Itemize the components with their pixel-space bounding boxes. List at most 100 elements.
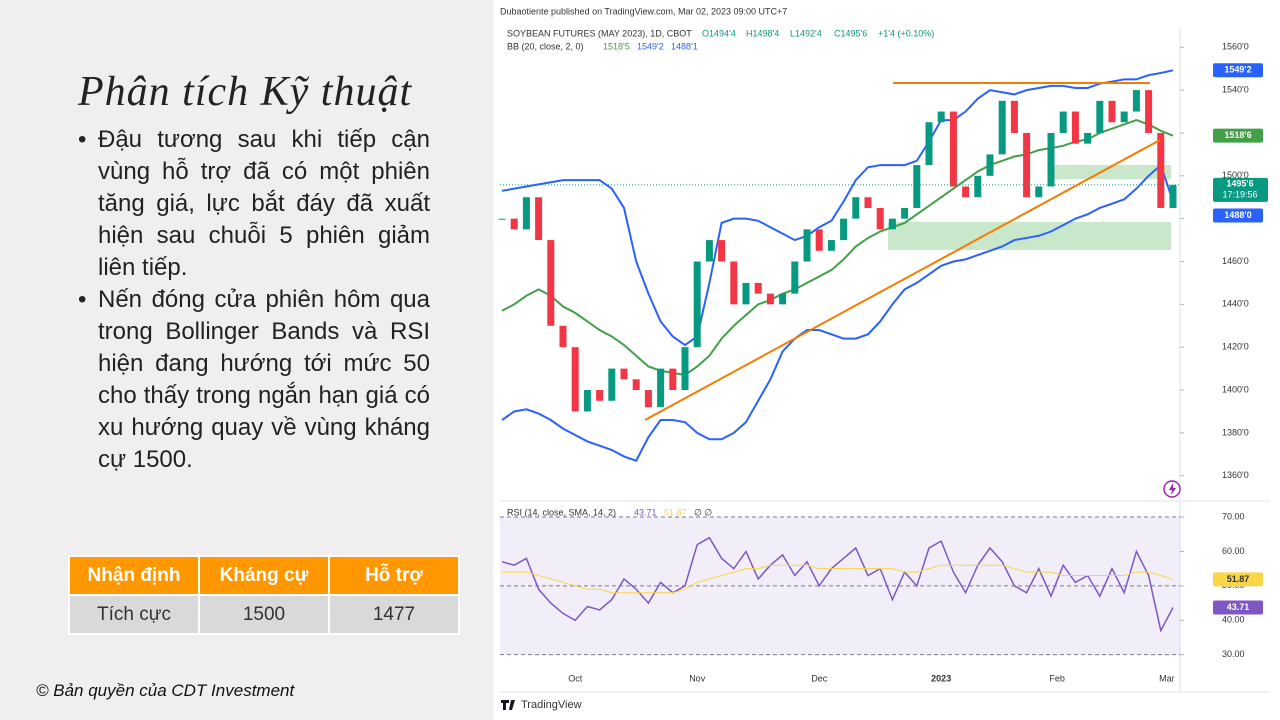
candle <box>669 368 677 391</box>
candle <box>522 197 530 230</box>
candle <box>498 218 506 220</box>
table-header: Hỗ trợ <box>328 555 460 596</box>
y-tick-label: 1460'0 <box>1222 256 1249 266</box>
price-tag-label: 51.87 <box>1227 574 1250 584</box>
bullet-list: Đậu tương sau khi tiếp cận vùng hỗ trợ đ… <box>78 124 430 476</box>
indicator-value: 1549'2 <box>637 41 664 51</box>
candle <box>718 240 726 262</box>
x-tick-label: 2023 <box>931 673 951 683</box>
bullet: Đậu tương sau khi tiếp cận vùng hỗ trợ đ… <box>78 124 430 284</box>
candle <box>766 293 774 305</box>
table-cell: 1500 <box>198 594 330 635</box>
indicator-value: 1488'1 <box>671 41 698 51</box>
candle <box>1132 90 1140 112</box>
y-tick-label: 1400'0 <box>1222 384 1249 394</box>
candle <box>547 240 555 326</box>
candle <box>559 325 567 348</box>
table-cell: 1477 <box>328 594 460 635</box>
y-tick-label: 1560'0 <box>1222 42 1249 52</box>
copyright: © Bản quyền của CDT Investment <box>36 681 295 700</box>
candle <box>1047 132 1055 187</box>
slide-title: Phân tích Kỹ thuật <box>78 69 413 115</box>
y-tick-label: 1360'0 <box>1222 470 1249 480</box>
candle <box>852 197 860 219</box>
legend-value: ∅ ∅ <box>694 507 712 517</box>
candle <box>974 175 982 198</box>
y-tick-label: 60.00 <box>1222 546 1245 556</box>
candle <box>937 111 945 123</box>
x-tick-label: Oct <box>568 673 583 683</box>
table-header: Nhận định <box>68 555 200 596</box>
candle <box>998 100 1006 155</box>
price-tag-label: 1549'2 <box>1224 65 1251 75</box>
candle <box>644 390 652 408</box>
candle <box>681 347 689 391</box>
candle <box>1059 111 1067 133</box>
candle <box>913 165 921 208</box>
candle <box>1010 100 1018 133</box>
plot: 1560'01540'01520'01500'01480'01460'01440… <box>498 28 1268 683</box>
candle <box>949 111 957 187</box>
table-header: Kháng cự <box>198 555 330 596</box>
brand-logo <box>501 700 515 710</box>
candle <box>620 368 628 380</box>
ohlc-value: H1498'4 <box>746 28 779 38</box>
candle <box>986 154 994 176</box>
candle <box>1023 132 1031 198</box>
price-tag <box>1213 600 1263 615</box>
x-tick-label: Dec <box>811 673 828 683</box>
chart-legend: SOYBEAN FUTURES (MAY 2023), 1D, CBOT <box>507 28 692 38</box>
y-tick-label: 30.00 <box>1222 649 1245 659</box>
candle <box>779 293 787 305</box>
candle <box>571 347 579 412</box>
candle <box>1120 111 1128 123</box>
candle <box>1035 186 1043 198</box>
price-tag-label: 43.71 <box>1227 602 1250 612</box>
candle <box>535 197 543 241</box>
y-tick-label: 1540'0 <box>1222 84 1249 94</box>
candle <box>657 368 665 408</box>
trendline <box>644 139 1161 421</box>
y-tick-label: 70.00 <box>1222 511 1245 521</box>
candle <box>632 379 640 391</box>
x-tick-label: Feb <box>1049 673 1065 683</box>
candle <box>827 240 835 251</box>
price-tag <box>1213 63 1263 78</box>
indicator-value: 1518'5 <box>603 41 630 51</box>
candle <box>742 282 750 305</box>
price-tag <box>1213 128 1263 143</box>
candle <box>754 282 762 294</box>
text-panel: Phân tích Kỹ thuật Đậu tương sau khi tiế… <box>0 0 493 720</box>
candle <box>840 218 848 241</box>
candle <box>693 261 701 348</box>
bullet: Nến đóng cửa phiên hôm qua trong Bolling… <box>78 284 430 476</box>
ohlc-value: L1492'4 <box>790 28 822 38</box>
price-tag-label: 1488'0 <box>1224 210 1251 220</box>
candle <box>901 207 909 219</box>
price-tag-label: 1518'6 <box>1224 130 1251 140</box>
alert-icon[interactable] <box>1163 480 1181 498</box>
candle <box>1145 90 1153 133</box>
candle <box>596 390 604 401</box>
legend-value: 51.87 <box>664 507 687 517</box>
candle <box>1096 100 1104 133</box>
price-tag <box>1213 208 1263 223</box>
candle <box>962 186 970 198</box>
y-tick-label: 1420'0 <box>1222 342 1249 352</box>
candle <box>888 218 896 230</box>
rsi-line <box>501 536 1174 633</box>
brand: TradingView <box>521 699 582 711</box>
ohlc-value: O1494'4 <box>702 28 736 38</box>
x-tick-label: Nov <box>689 673 706 683</box>
bollinger-band <box>501 163 1174 462</box>
table-cell: Tích cực <box>68 594 200 635</box>
price-tag-label: 1495'6 <box>1226 178 1253 188</box>
candle <box>864 197 872 208</box>
bollinger-band <box>501 119 1174 377</box>
chart: Dubaotiente published on TradingView.com… <box>493 0 1280 720</box>
ohlc-value: +1'4 (+0.10%) <box>878 28 934 38</box>
countdown: 17:19:56 <box>1222 189 1257 199</box>
candle <box>925 122 933 166</box>
publisher: Dubaotiente published on TradingView.com… <box>500 6 787 16</box>
ohlc-value: C1495'6 <box>834 28 867 38</box>
